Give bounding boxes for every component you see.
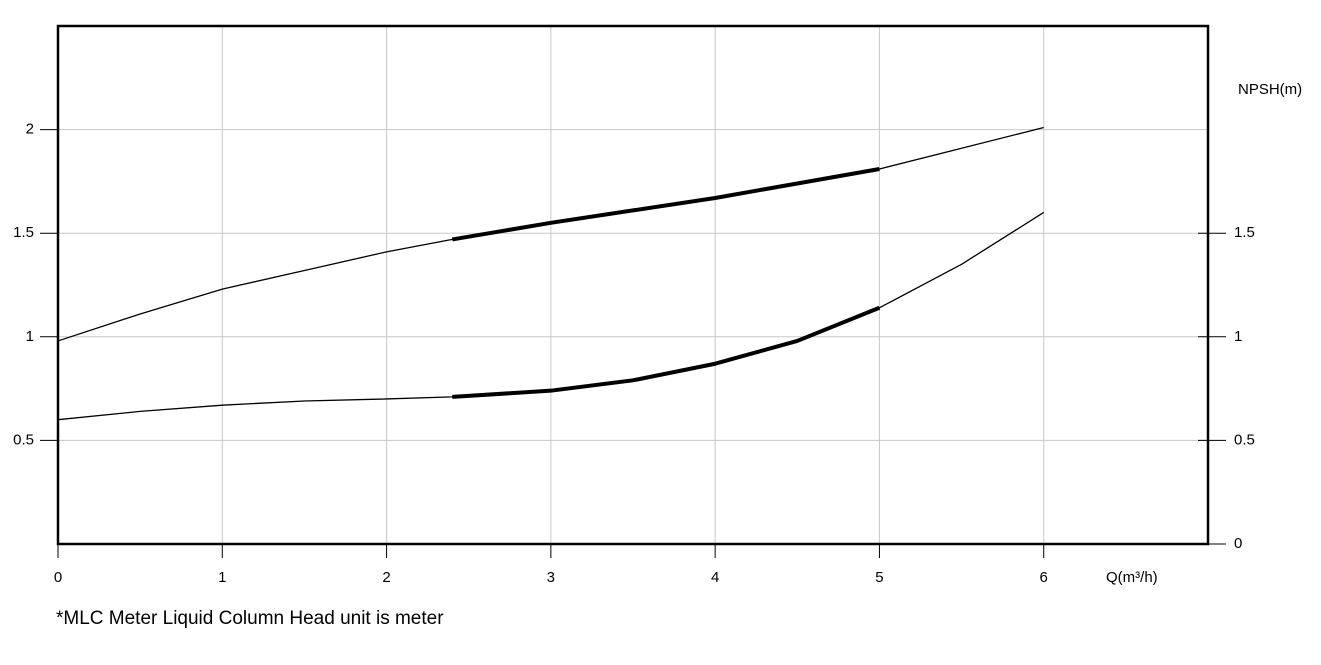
x-axis-label: Q(m³/h) xyxy=(1106,569,1158,586)
footnote: *MLC Meter Liquid Column Head unit is me… xyxy=(56,608,444,629)
x-tick-label: 2 xyxy=(382,569,390,586)
y2-tick-label: 0.5 xyxy=(1234,431,1255,448)
x-tick-label: 3 xyxy=(547,569,555,586)
series-line-bold xyxy=(452,305,881,399)
x-tick-label: 6 xyxy=(1040,569,1048,586)
y2-tick-label: 0 xyxy=(1234,535,1242,552)
x-tick-label: 0 xyxy=(54,569,62,586)
y-tick-label: 2 xyxy=(26,121,34,138)
x-tick-label: 4 xyxy=(711,569,719,586)
x-tick-label: 5 xyxy=(875,569,883,586)
y2-axis-label: NPSH(m) xyxy=(1238,81,1302,98)
y2-tick-label: 1 xyxy=(1234,328,1242,345)
series-line-bold xyxy=(451,166,880,242)
plot-frame xyxy=(56,24,1210,546)
x-tick-label: 1 xyxy=(218,569,226,586)
y-tick-label: 0.5 xyxy=(13,431,34,448)
y-tick-label: 1.5 xyxy=(13,224,34,241)
y2-tick-label: 1.5 xyxy=(1234,224,1255,241)
y-tick-label: 1 xyxy=(26,328,34,345)
